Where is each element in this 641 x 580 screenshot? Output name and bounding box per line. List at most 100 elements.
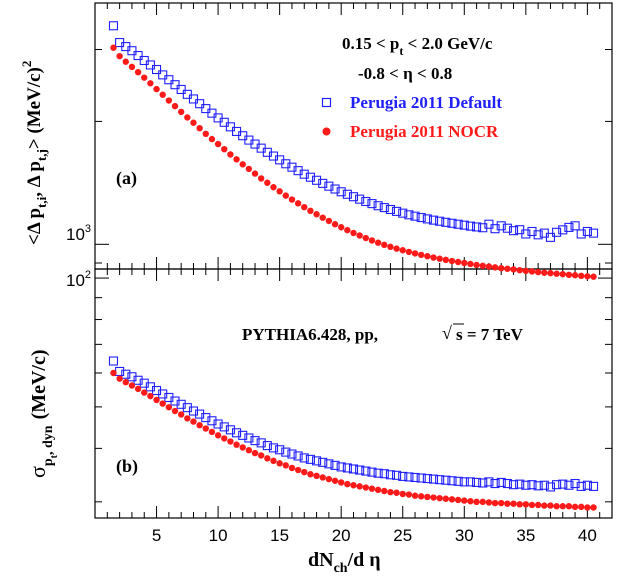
panel-b-default-point (521, 480, 531, 490)
panel-a-default-point (201, 104, 211, 114)
panel-a-nocr-point (214, 140, 222, 148)
panel-a-nocr-point (461, 259, 468, 267)
panel-b-nocr-point (584, 504, 591, 511)
panel-b-default-point (275, 445, 285, 455)
panel-b-nocr-point (270, 457, 277, 465)
panel-a-default-point (145, 60, 155, 70)
panel-b-generator-text: PYTHIA6.428, pp, (242, 325, 378, 344)
panel-b-nocr-point (307, 471, 314, 478)
panel-b-nocr-point (134, 385, 142, 393)
panel-a-default-point (428, 215, 439, 225)
panel-b-nocr-point (190, 418, 197, 425)
panel-b-nocr-point (528, 501, 536, 509)
panel-a-nocr-point (381, 241, 388, 249)
panel-a-nocr-point (251, 170, 259, 177)
panel-a-default-point (570, 221, 580, 231)
panel-b-nocr-point (534, 501, 542, 509)
panel-a-nocr-point (257, 175, 265, 182)
panel-b-default-point (115, 366, 125, 377)
panel-a-nocr-point (578, 272, 585, 280)
panel-b-nocr-point (504, 500, 511, 507)
panel-a-nocr-point (301, 203, 308, 211)
panel-a-default-point (367, 199, 377, 209)
panel-b-nocr-point (571, 503, 579, 511)
panel-b-nocr-point (418, 493, 425, 500)
panel-a-nocr-point (559, 270, 566, 278)
panel-a-nocr-point (337, 224, 345, 231)
panel-a-nocr-point (221, 145, 228, 153)
panel-b-nocr-point (221, 435, 228, 442)
panel-b-default-point (367, 467, 377, 477)
panel-b-default-point (207, 416, 217, 426)
panel-a-nocr-point (350, 229, 357, 237)
panel-b-nocr-point (325, 475, 333, 483)
panel-a-nocr-point (116, 52, 123, 60)
panel-a-default-point (496, 221, 506, 231)
panel-a-nocr-point (454, 258, 462, 266)
panel-b-nocr-point (202, 425, 209, 432)
panel-a-nocr-point (325, 217, 333, 225)
panel-a-default-point (410, 211, 420, 221)
panel-b-nocr-point (141, 389, 148, 396)
panel-a-default-point (176, 84, 186, 95)
panel-b-default-point (588, 481, 599, 491)
legend-default-label: Perugia 2011 Default (350, 93, 502, 112)
panel-a-nocr-point (387, 243, 394, 251)
panel-b-nocr-point (233, 441, 240, 448)
panel-a-nocr-point (399, 247, 406, 254)
panel-a-default-point (588, 228, 599, 238)
panel-a-default-point (336, 187, 346, 197)
panel-b-default-point (336, 462, 346, 472)
panel-b-nocr-point (424, 493, 431, 501)
panel-a-nocr-point (473, 261, 480, 269)
panel-b-nocr-point (374, 486, 382, 494)
panel-a-nocr-point (424, 253, 431, 260)
panel-a-nocr-point (411, 250, 419, 257)
panel-b-nocr-point (165, 404, 173, 411)
panel-a-nocr-point (528, 268, 536, 275)
panel-a-nocr-point (430, 254, 437, 261)
panel-a-label: (a) (116, 168, 137, 189)
panel-a-nocr-point (547, 269, 554, 277)
panel-a-default-point (355, 194, 365, 204)
panel-b-nocr-point (147, 392, 154, 400)
panel-b-default-point (268, 443, 279, 453)
panel-b-nocr-point (276, 460, 283, 467)
panel-a-nocr-point (590, 273, 597, 280)
panel-a-nocr-point (233, 156, 240, 163)
panel-b-default-point (330, 460, 340, 470)
panel-b-y-axis-label: σpt, dyn(MeV/c) (25, 349, 60, 478)
panel-a-nocr-point (208, 135, 216, 143)
panel-a-default-point (373, 201, 383, 211)
x-tick-label: 20 (332, 526, 351, 545)
panel-b-default-point (281, 447, 291, 457)
panel-b-nocr-point (430, 494, 437, 501)
panel-a-nocr-point (485, 263, 493, 270)
panel-b-energy-text: s = 7 TeV (456, 325, 524, 344)
panel-b-nocr-point (454, 496, 462, 504)
panel-b-default-point (188, 406, 199, 416)
panel-a-nocr-point (239, 161, 246, 168)
panel-b-nocr-point (264, 455, 271, 462)
panel-a-nocr-point (270, 184, 277, 191)
panel-a-nocr-point (122, 58, 129, 65)
panel-b-default-point (392, 470, 402, 480)
panel-b-nocr-point (559, 503, 566, 510)
panel-b-nocr-point (387, 488, 394, 496)
panel-a-nocr-point (331, 221, 339, 228)
panel-b-nocr-point (473, 498, 480, 506)
panel-b-default-point (225, 425, 235, 435)
panel-a-default-point (502, 223, 512, 233)
panel-a-nocr-point (374, 239, 382, 246)
panel-b-nocr-point (122, 379, 129, 386)
panel-a-nocr-point (442, 256, 450, 264)
panel-b-nocr-point (288, 464, 296, 472)
x-tick-label: 15 (270, 526, 289, 545)
panel-b-default-point (508, 480, 519, 490)
panel-a-default-point (182, 89, 192, 99)
panel-b-nocr-point (368, 485, 376, 492)
x-tick-label: 5 (152, 526, 161, 545)
panel-b-default-point (256, 438, 266, 448)
panel-a-default-point (558, 225, 568, 235)
panel-a-default-point (133, 50, 143, 61)
